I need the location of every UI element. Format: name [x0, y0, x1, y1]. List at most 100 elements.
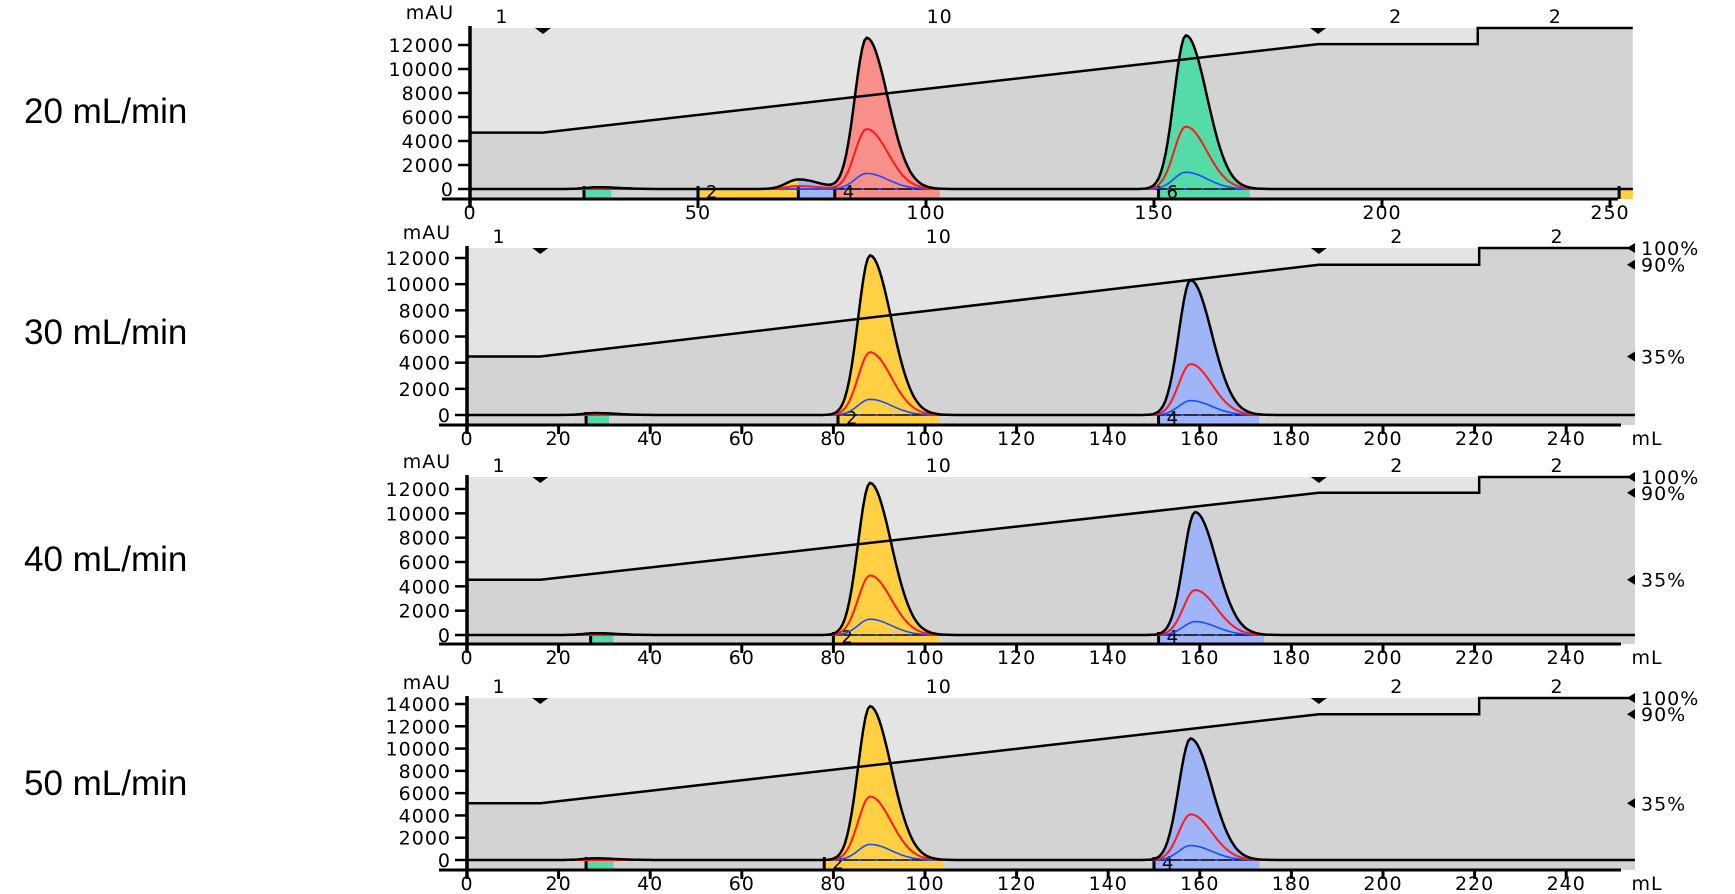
x-tick-label: 80 [820, 873, 846, 894]
fraction-peak-area [1158, 280, 1260, 415]
x-tick-label: 100 [905, 647, 944, 669]
percent-label: 35% [1641, 570, 1686, 592]
x-axis-label: mL [1631, 647, 1662, 669]
x-tick-label: 220 [1455, 647, 1494, 669]
x-tick-label: 220 [1455, 873, 1494, 894]
percent-marker-icon [1627, 259, 1635, 270]
x-tick-label: 200 [1363, 428, 1402, 450]
method-block-label: 2 [1390, 676, 1403, 698]
y-tick-label: 14000 [386, 694, 451, 716]
x-tick-label: 60 [729, 873, 755, 894]
y-tick-label: 2000 [402, 155, 454, 177]
x-tick-label: 140 [1089, 647, 1128, 669]
fraction-strip [824, 860, 944, 870]
y-tick-label: 8000 [399, 528, 451, 550]
percent-label: 35% [1641, 793, 1686, 815]
fraction-label: 4 [1167, 408, 1178, 429]
x-tick-label: 120 [997, 428, 1036, 450]
uv-trace-main [470, 33, 1633, 191]
x-tick-label: 240 [1547, 428, 1586, 450]
percent-marker-icon [1627, 693, 1635, 703]
flow-rate-label: 30 mL/min [24, 313, 187, 352]
fraction-strip [834, 189, 940, 199]
method-marker-triangle [1310, 28, 1327, 34]
method-block-label: 2 [1550, 226, 1563, 248]
fraction-strip [1158, 189, 1250, 199]
flow-rate-label: 50 mL/min [24, 764, 187, 803]
y-tick-label: 4000 [402, 131, 454, 153]
gradient-area [467, 477, 1635, 644]
fraction-peak-area [824, 706, 944, 860]
fraction-peak-area [837, 255, 939, 415]
x-tick-label: 100 [905, 873, 944, 894]
percent-label: 90% [1641, 704, 1686, 726]
y-tick-label: 6000 [402, 107, 454, 129]
percent-marker-icon [1627, 798, 1635, 809]
method-block-label: 2 [1390, 455, 1403, 477]
y-tick-label: 10000 [386, 503, 451, 525]
x-tick-label: 220 [1455, 428, 1494, 450]
method-block-label: 1 [493, 676, 506, 698]
method-block-label: 2 [1389, 6, 1402, 28]
x-tick-label: 20 [546, 873, 572, 894]
x-axis-label: mL [1631, 873, 1662, 894]
method-block-label: 1 [493, 455, 506, 477]
flow-rate-label: 40 mL/min [24, 540, 187, 579]
x-tick-label: 180 [1272, 873, 1311, 894]
y-tick-label: 0 [438, 625, 451, 647]
y-axis-label: mAU [403, 222, 451, 244]
gradient-line [470, 26, 1633, 134]
fraction-peak-area [698, 179, 799, 189]
fraction-label: 6 [1167, 182, 1178, 203]
fraction-label: 4 [1162, 853, 1173, 874]
fraction-strip [798, 189, 835, 199]
percent-label: 100% [1641, 467, 1699, 489]
fraction-strip [586, 415, 609, 425]
x-tick-label: 120 [997, 873, 1036, 894]
method-marker-triangle [532, 248, 549, 254]
x-tick-label: 160 [1180, 647, 1219, 669]
fraction-label: 4 [843, 182, 854, 203]
y-tick-label: 6000 [399, 783, 451, 805]
percent-label: 90% [1641, 483, 1686, 505]
fraction-label: 2 [841, 627, 852, 648]
x-tick-label: 180 [1272, 647, 1311, 669]
x-tick-label: 20 [546, 428, 572, 450]
x-axis-label: mL [1631, 428, 1662, 450]
fraction-peak-area [1158, 35, 1250, 190]
x-tick-label: 120 [997, 647, 1036, 669]
fraction-strip [833, 635, 939, 644]
method-block-label: 10 [926, 226, 952, 248]
percent-marker-icon [1627, 709, 1635, 720]
gradient-area [467, 248, 1635, 425]
x-tick-label: 20 [546, 647, 572, 669]
y-axis-label: mAU [403, 451, 451, 473]
method-marker-triangle [534, 28, 551, 34]
x-tick-label: 60 [729, 428, 755, 450]
method-block-label: 10 [927, 6, 953, 28]
method-marker-triangle [532, 477, 549, 483]
x-tick-label: 80 [820, 647, 846, 669]
fraction-label: 2 [706, 182, 717, 203]
fraction-strip [1619, 189, 1633, 199]
y-tick-label: 2000 [399, 828, 451, 850]
y-tick-label: 10000 [386, 739, 451, 761]
method-block-label: 1 [493, 226, 506, 248]
y-tick-label: 0 [438, 850, 451, 872]
x-tick-label: 80 [820, 428, 846, 450]
y-tick-label: 4000 [399, 353, 451, 375]
x-tick-label: 180 [1272, 428, 1311, 450]
flow-rate-label: 20 mL/min [24, 92, 187, 131]
y-tick-label: 0 [441, 179, 454, 201]
x-tick-label: 150 [1134, 202, 1173, 224]
fraction-strip [590, 635, 614, 644]
method-block-label: 2 [1390, 226, 1403, 248]
x-tick-label: 200 [1362, 202, 1401, 224]
percent-marker-icon [1627, 472, 1635, 482]
uv-trace-main [467, 481, 1635, 637]
method-marker-triangle [1310, 698, 1327, 704]
x-tick-label: 0 [460, 873, 473, 894]
